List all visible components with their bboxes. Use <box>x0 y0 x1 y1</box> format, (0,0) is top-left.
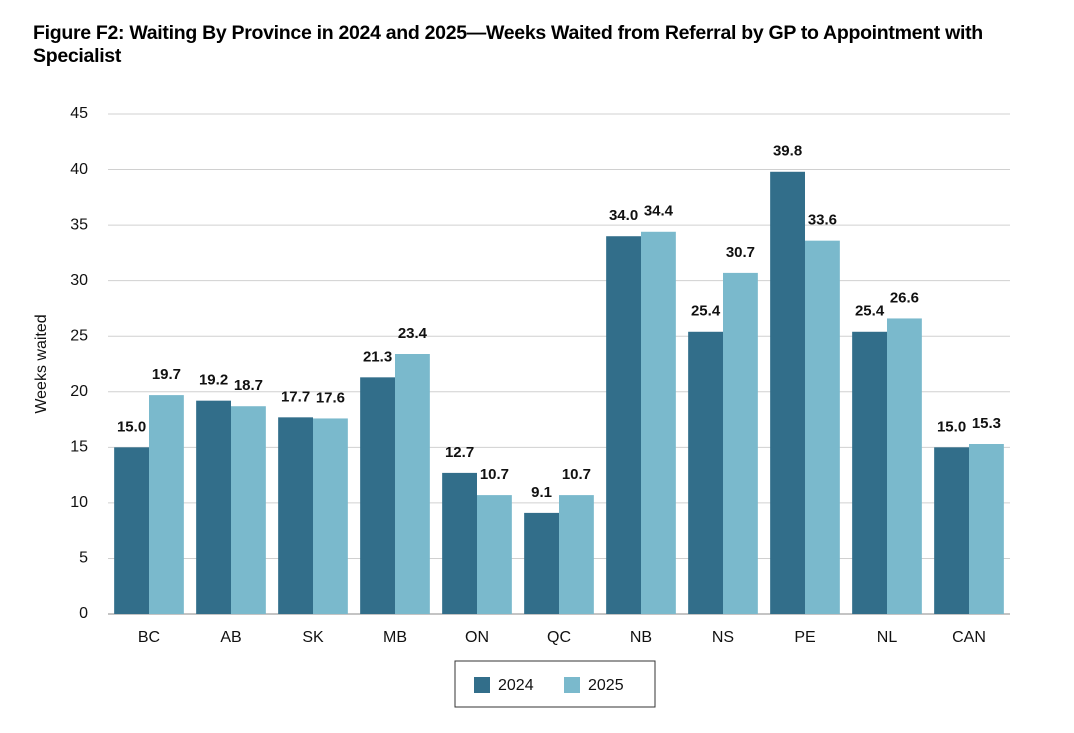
y-tick-label: 40 <box>70 161 88 178</box>
value-label: 34.0 <box>609 207 638 224</box>
value-label: 10.7 <box>562 466 591 483</box>
value-label: 15.3 <box>972 415 1001 432</box>
y-tick-label: 0 <box>79 605 88 622</box>
bar <box>524 512 559 614</box>
x-tick-label: SK <box>302 629 324 646</box>
bar <box>641 231 676 614</box>
value-label: 10.7 <box>480 466 509 483</box>
x-tick-label: QC <box>547 629 571 646</box>
y-tick-label: 35 <box>70 216 88 233</box>
bar <box>934 447 969 614</box>
bar <box>770 171 805 614</box>
bar <box>606 236 641 614</box>
bar <box>360 377 395 614</box>
bar <box>231 406 266 614</box>
bar <box>887 318 922 614</box>
bar <box>852 331 887 614</box>
x-tick-label: ON <box>465 629 489 646</box>
value-label: 25.4 <box>855 303 885 320</box>
bar <box>559 495 594 614</box>
y-axis-label: Weeks waited <box>33 314 50 413</box>
bar <box>278 417 313 614</box>
x-tick-label: NS <box>712 629 734 646</box>
y-tick-label: 30 <box>70 272 88 289</box>
legend-label: 2025 <box>588 677 624 694</box>
bar <box>477 495 512 614</box>
value-label: 39.8 <box>773 143 802 160</box>
value-label: 30.7 <box>726 244 755 261</box>
x-tick-label: NL <box>877 629 898 646</box>
bar <box>805 240 840 614</box>
chart-title: Figure F2: Waiting By Province in 2024 a… <box>33 22 983 67</box>
x-tick-label: AB <box>220 629 241 646</box>
x-tick-label: CAN <box>952 629 986 646</box>
y-tick-label: 20 <box>70 383 88 400</box>
y-tick-label: 15 <box>70 439 88 456</box>
bar <box>149 395 184 614</box>
legend-swatch <box>474 677 490 693</box>
legend-swatch <box>564 677 580 693</box>
x-tick-label: BC <box>138 629 160 646</box>
value-label: 15.0 <box>937 418 966 435</box>
y-tick-label: 45 <box>70 105 88 122</box>
x-tick-label: NB <box>630 629 652 646</box>
bar <box>969 444 1004 614</box>
value-label: 21.3 <box>363 348 392 365</box>
bar <box>723 272 758 614</box>
y-tick-label: 25 <box>70 327 88 344</box>
value-label: 26.6 <box>890 289 919 306</box>
value-label: 25.4 <box>691 303 721 320</box>
value-label: 34.4 <box>644 203 674 220</box>
value-label: 9.1 <box>531 484 552 501</box>
y-tick-label: 10 <box>70 494 88 511</box>
value-label: 18.7 <box>234 377 263 394</box>
value-label: 19.7 <box>152 366 181 383</box>
value-label: 23.4 <box>398 325 428 342</box>
value-label: 12.7 <box>445 444 474 461</box>
bar <box>395 354 430 614</box>
bar <box>442 472 477 614</box>
value-label: 17.6 <box>316 389 345 406</box>
legend-label: 2024 <box>498 677 534 694</box>
x-tick-label: MB <box>383 629 407 646</box>
value-label: 19.2 <box>199 372 228 389</box>
value-label: 33.6 <box>808 212 837 229</box>
legend-box <box>454 660 656 708</box>
x-tick-label: PE <box>794 629 815 646</box>
bar <box>196 400 231 614</box>
value-label: 15.0 <box>117 418 146 435</box>
bar <box>114 447 149 614</box>
bar <box>313 418 348 614</box>
y-tick-label: 5 <box>79 550 88 567</box>
bar <box>688 331 723 614</box>
value-label: 17.7 <box>281 388 310 405</box>
